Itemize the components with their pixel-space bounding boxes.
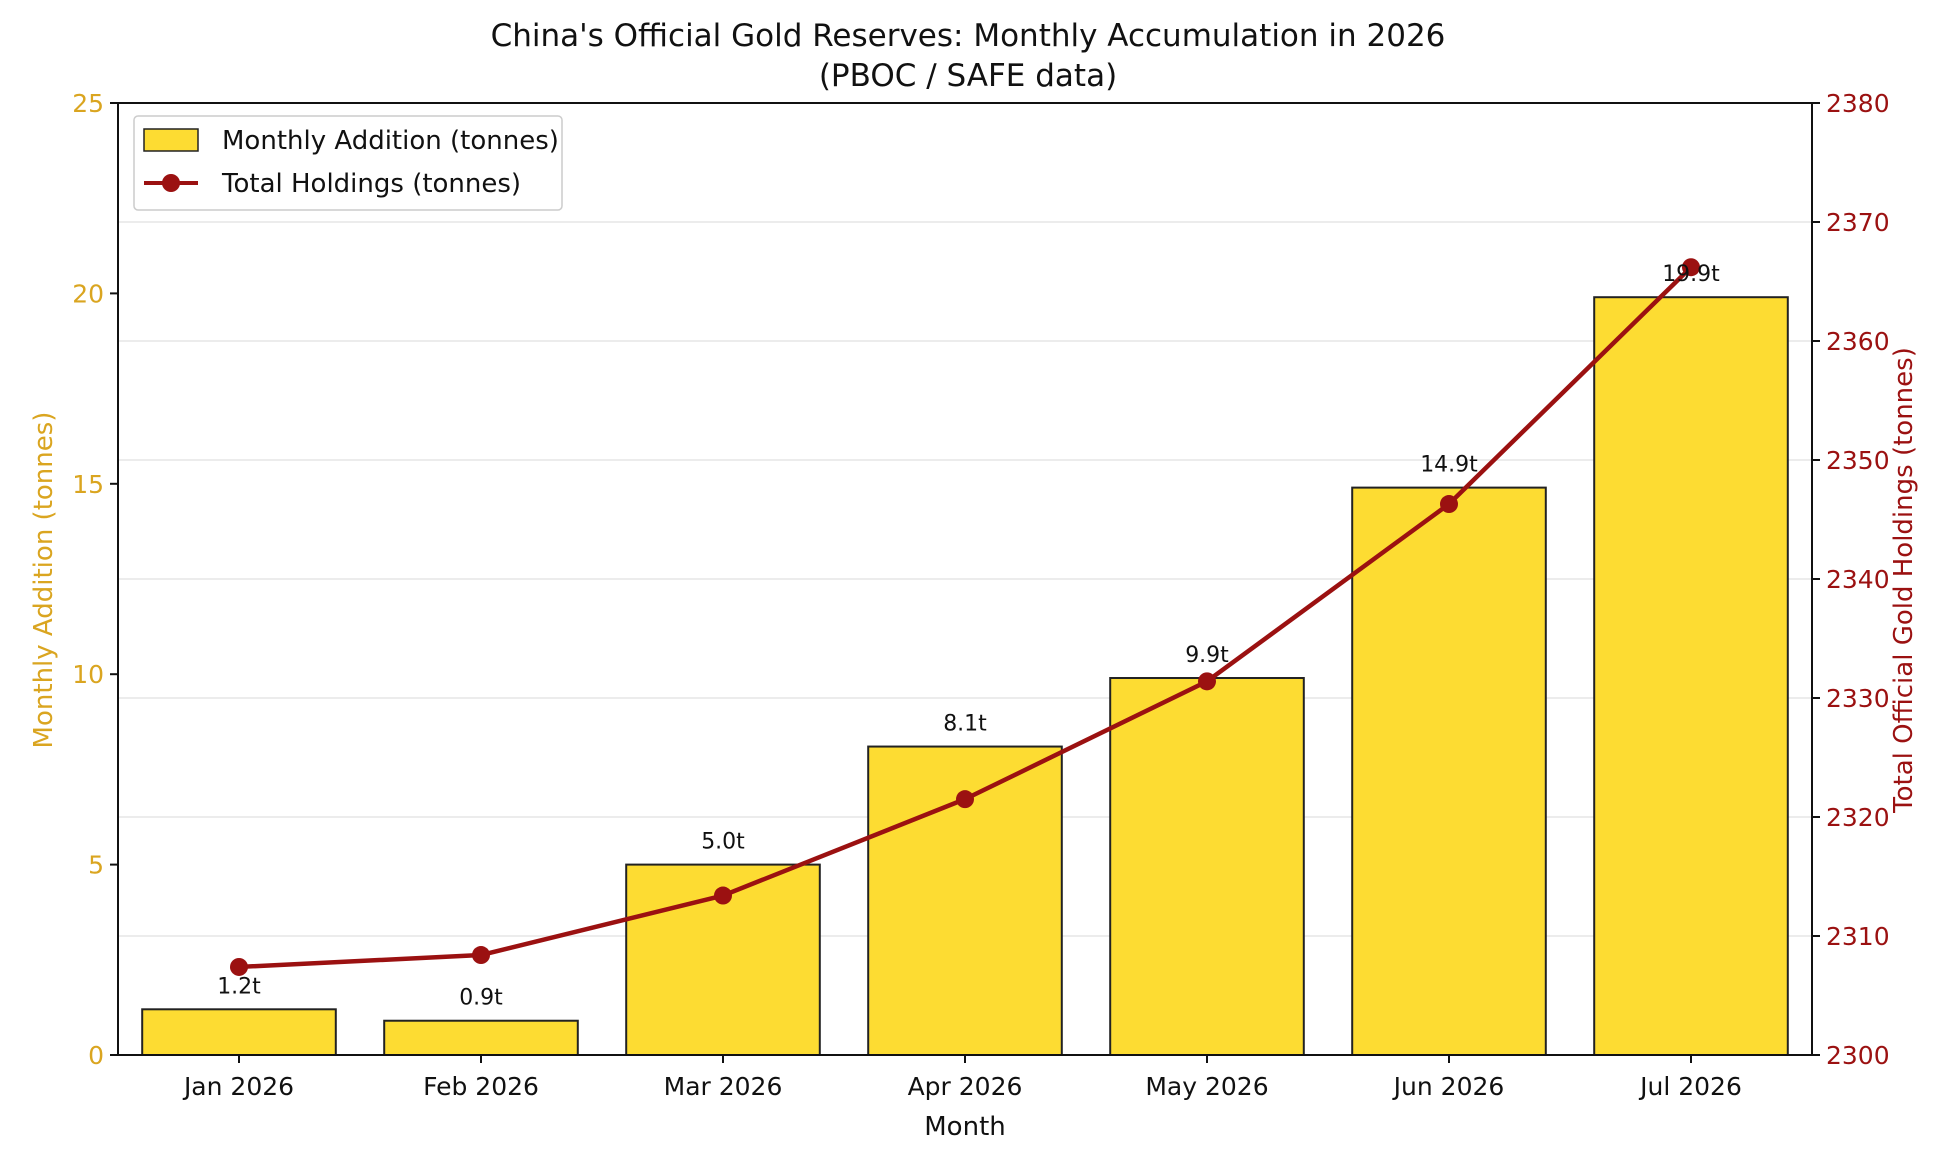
bar	[1109, 677, 1305, 1056]
line-point	[1682, 258, 1700, 277]
y-right-tick-label: 2340	[1826, 565, 1890, 594]
y-right-tick-label: 2330	[1826, 684, 1890, 713]
y-left-tick-label: 10	[72, 660, 104, 689]
y-left-tick-label: 15	[72, 470, 104, 499]
x-tick-label: Jun 2026	[1392, 1072, 1505, 1101]
bar-value-label: 5.0t	[701, 830, 745, 855]
bar	[141, 1008, 337, 1057]
y-left-tick-label: 5	[88, 851, 104, 880]
line-point	[1198, 672, 1216, 691]
chart-title: China's Official Gold Reserves: Monthly …	[491, 18, 1446, 54]
bar-labels-layer: 1.2t 0.9t 5.0t 8.1t 9.9t 14.9t 19.9t	[217, 262, 1720, 1011]
y-right-tick-label: 2310	[1826, 922, 1890, 951]
y-left-tick-label: 0	[88, 1041, 104, 1070]
y-left-tick-label: 20	[72, 279, 104, 308]
bar-value-label: 9.9t	[1185, 643, 1229, 668]
axes-layer: 0 5 10 15 20 25 2300 2310 2320 2330 2340 2350 2360 23…	[72, 89, 1889, 1101]
legend: Monthly Addition (tonnes) Total Holdings…	[133, 115, 563, 211]
chart-subtitle: (PBOC / SAFE data)	[819, 58, 1117, 94]
x-tick-label: Mar 2026	[664, 1072, 783, 1101]
line-layer	[230, 258, 1700, 976]
line-point	[1440, 495, 1458, 514]
bar-value-label: 0.9t	[459, 986, 503, 1011]
legend-bar-label: Monthly Addition (tonnes)	[222, 126, 559, 156]
bar	[1351, 486, 1547, 1057]
x-axis-label: Month	[924, 1112, 1006, 1142]
bar-value-label: 8.1t	[943, 712, 987, 737]
legend-bar-swatch	[143, 128, 199, 152]
y-right-tick-label: 2380	[1826, 89, 1890, 118]
bar-value-label: 1.2t	[217, 974, 261, 999]
y-axis-left-label: Monthly Addition (tonnes)	[29, 412, 59, 749]
x-tick-label: Jul 2026	[1638, 1072, 1742, 1101]
bars-layer	[141, 296, 1789, 1057]
bar	[383, 1019, 579, 1057]
y-right-tick-label: 2300	[1826, 1041, 1890, 1070]
x-tick-label: Feb 2026	[423, 1072, 539, 1101]
bar-value-label: 19.9t	[1662, 262, 1720, 287]
y-right-tick-label: 2350	[1826, 446, 1890, 475]
x-tick-label: May 2026	[1145, 1072, 1268, 1101]
line-point	[714, 886, 732, 905]
legend-line-marker	[162, 174, 180, 192]
y-axis-right-label: Total Official Gold Holdings (tonnes)	[1889, 347, 1919, 814]
y-right-tick-label: 2360	[1826, 327, 1890, 356]
line-point	[472, 946, 490, 965]
bar-value-label: 14.9t	[1420, 453, 1478, 478]
legend-frame	[133, 115, 563, 211]
x-tick-label: Apr 2026	[908, 1072, 1023, 1101]
y-right-tick-label: 2320	[1826, 803, 1890, 832]
x-tick-label: Jan 2026	[182, 1072, 294, 1101]
y-left-tick-label: 25	[72, 89, 104, 118]
legend-line-label: Total Holdings (tonnes)	[221, 169, 521, 199]
bar	[1593, 296, 1789, 1056]
line-point	[956, 790, 974, 809]
line-point	[230, 957, 248, 976]
y-right-tick-label: 2370	[1826, 208, 1890, 237]
